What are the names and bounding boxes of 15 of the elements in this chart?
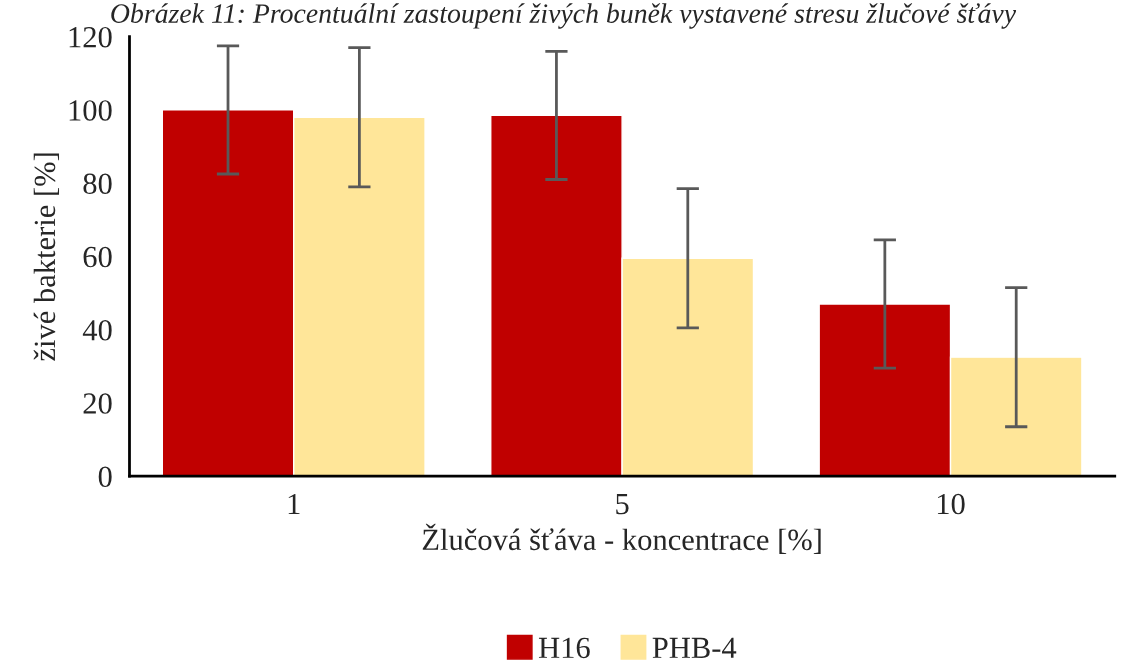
y-tick-label: 40 <box>82 319 112 341</box>
x-tick-label: 10 <box>937 493 965 515</box>
y-tick-label: 100 <box>69 100 112 121</box>
legend-label: H16 <box>538 637 590 659</box>
y-axis-title: živé bakterie [%] <box>33 153 60 361</box>
y-tick-label: 60 <box>83 246 112 268</box>
chart-title: Obrázek 11: Procentuální zastoupení živých buněk vystavené stresu žlučové šťávy <box>111 3 1017 29</box>
x-axis-title: Žlučová šťáva - koncentrace [%] <box>422 523 821 554</box>
y-tick-label: 0 <box>98 466 112 488</box>
x-tick-label: 5 <box>616 494 629 515</box>
y-tick-label: 20 <box>83 393 112 414</box>
y-tick-label: 120 <box>69 26 112 48</box>
y-tick-label: 80 <box>83 173 112 195</box>
x-tick-label: 1 <box>288 493 300 515</box>
legend-label: PHB-4 <box>652 637 737 658</box>
